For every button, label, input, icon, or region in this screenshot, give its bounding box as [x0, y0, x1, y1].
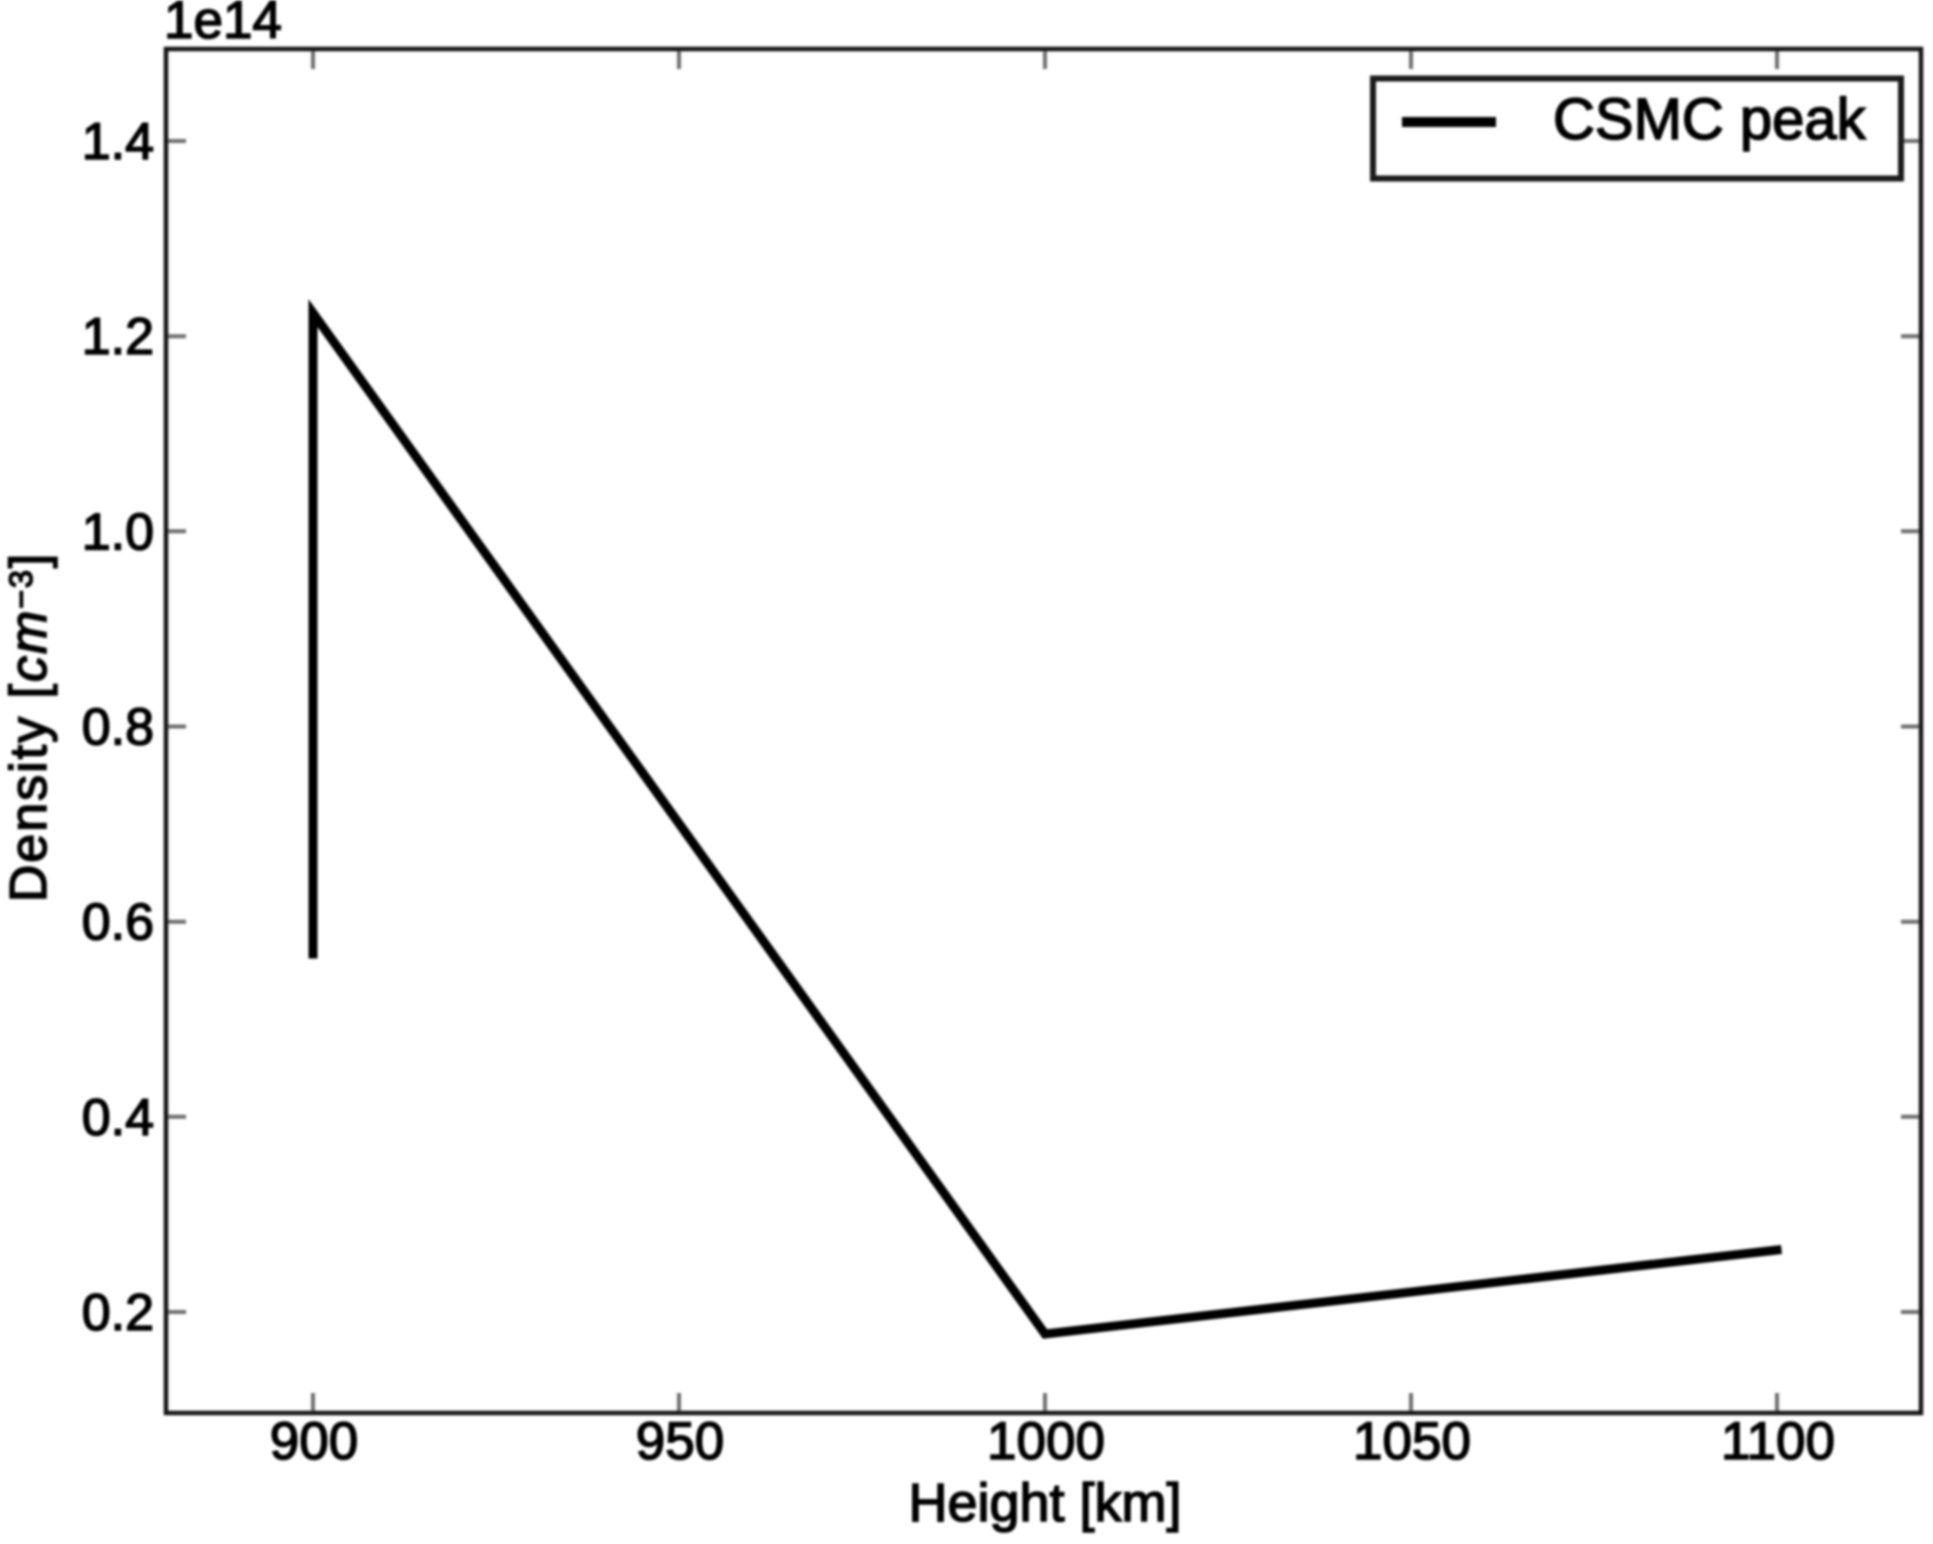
svg-text:1.0: 1.0: [82, 503, 154, 561]
svg-text:1000: 1000: [987, 1412, 1105, 1471]
svg-text:1050: 1050: [1353, 1412, 1471, 1471]
svg-text:0.6: 0.6: [82, 894, 154, 952]
svg-text:1.2: 1.2: [82, 308, 154, 366]
svg-text:Density [cm−3]: Density [cm−3]: [0, 552, 58, 903]
svg-text:1.4: 1.4: [82, 113, 154, 171]
svg-text:0.4: 0.4: [82, 1089, 154, 1147]
svg-text:950: 950: [636, 1412, 724, 1471]
svg-text:1100: 1100: [1721, 1412, 1835, 1471]
svg-text:0.2: 0.2: [82, 1284, 154, 1342]
svg-text:0.8: 0.8: [82, 699, 154, 757]
svg-text:CSMC peak: CSMC peak: [1553, 87, 1867, 152]
svg-text:Height [km]: Height [km]: [908, 1473, 1181, 1533]
svg-text:900: 900: [270, 1412, 358, 1471]
svg-text:1e14: 1e14: [164, 0, 282, 50]
